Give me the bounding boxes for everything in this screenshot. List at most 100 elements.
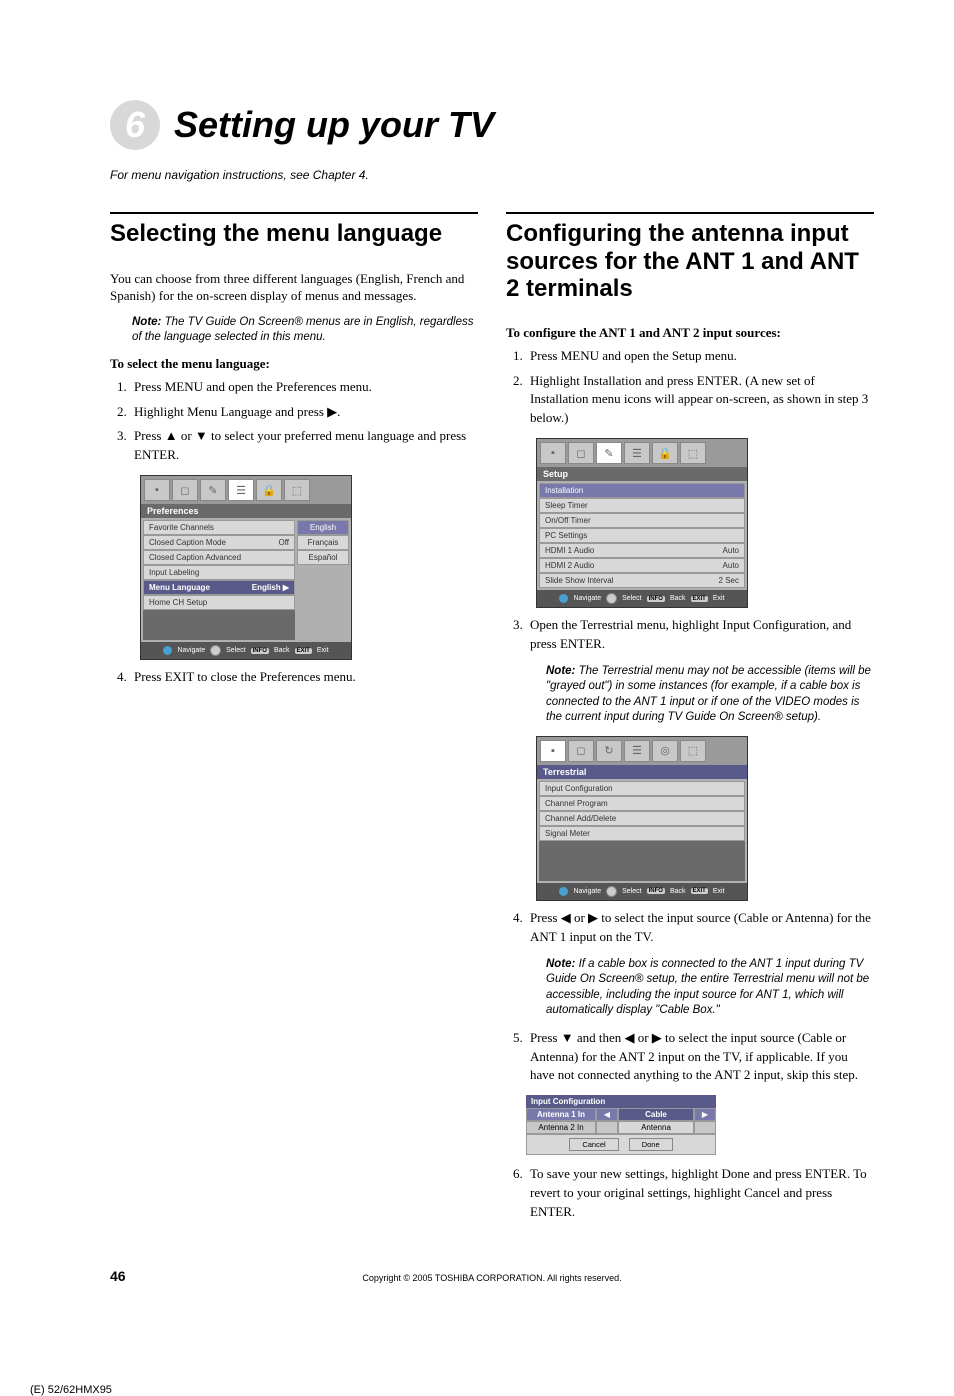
input-configuration-mock: Input Configuration Antenna 1 In ◀ Cable… — [526, 1095, 716, 1155]
note-label: Note: — [546, 665, 575, 677]
steps-left-cont: Press EXIT to close the Preferences menu… — [110, 668, 478, 687]
note-text: The TV Guide On Screen® menus are in Eng… — [132, 316, 474, 344]
menu-tab-icon: ▪ — [144, 479, 170, 501]
menu-tab-icon: ⬚ — [284, 479, 310, 501]
menu-side-options: English Français Español — [297, 520, 349, 640]
menu-tab-icon: ☰ — [624, 740, 650, 762]
menu-list: Installation Sleep Timer On/Off Timer PC… — [539, 483, 745, 588]
steps-right-cont2: Press ◀ or ▶ to select the input source … — [506, 909, 874, 947]
menu-row: Favorite Channels — [143, 520, 295, 535]
menu-tabs: ▪ ◻ ↻ ☰ ◎ ⬚ — [537, 737, 747, 765]
menu-body: Input Configuration Channel Program Chan… — [537, 779, 747, 883]
step-item: Highlight Installation and press ENTER. … — [526, 372, 874, 429]
ic-buttons: Cancel Done — [526, 1134, 716, 1155]
back-key-icon: INFO — [647, 888, 665, 894]
menu-row: Slide Show Interval2 Sec — [539, 573, 745, 588]
steps-right-cont1: Open the Terrestrial menu, highlight Inp… — [506, 616, 874, 654]
note-text: The Terrestrial menu may not be accessib… — [546, 665, 871, 724]
step-item: Open the Terrestrial menu, highlight Inp… — [526, 616, 874, 654]
menu-tab-icon: ▪ — [540, 442, 566, 464]
menu-tabs: ▪ ◻ ✎ ☰ 🔒 ⬚ — [141, 476, 351, 504]
menu-row: Input Labeling — [143, 565, 295, 580]
note-1: Note: The TV Guide On Screen® menus are … — [110, 315, 478, 346]
note-label: Note: — [132, 316, 161, 328]
select-key-icon — [210, 645, 221, 656]
menu-footer: Navigate Select INFOBack EXITExit — [141, 642, 351, 659]
steps-left: Press MENU and open the Preferences menu… — [110, 378, 478, 465]
menu-tab-icon: ✎ — [596, 442, 622, 464]
menu-tab-icon: ☰ — [624, 442, 650, 464]
steps-right-cont3: Press ▼ and then ◀ or ▶ to select the in… — [506, 1029, 874, 1086]
menu-tab-icon: ↻ — [596, 740, 622, 762]
step-item: Press ▼ and then ◀ or ▶ to select the in… — [526, 1029, 874, 1086]
step-item: Press ▲ or ▼ to select your preferred me… — [130, 427, 478, 465]
menu-row: Input Configuration — [539, 781, 745, 796]
nav-key-icon — [559, 887, 568, 896]
step-item: Press MENU and open the Preferences menu… — [130, 378, 478, 397]
step-item: Press EXIT to close the Preferences menu… — [130, 668, 478, 687]
ic-row: Antenna 2 In Antenna — [526, 1121, 716, 1134]
chapter-title: Setting up your TV — [174, 104, 494, 146]
menu-tab-icon: 🔒 — [256, 479, 282, 501]
menu-section-label: Preferences — [141, 504, 351, 518]
step-item: To save your new settings, highlight Don… — [526, 1165, 874, 1222]
menu-row: Home CH Setup — [143, 595, 295, 610]
menu-list: Input Configuration Channel Program Chan… — [539, 781, 745, 881]
menu-terrestrial-screenshot: ▪ ◻ ↻ ☰ ◎ ⬚ Terrestrial Input Configurat… — [536, 736, 748, 901]
exit-key-icon: EXIT — [295, 648, 312, 654]
page-footer: 46 Copyright © 2005 TOSHIBA CORPORATION.… — [110, 1268, 874, 1284]
menu-tab-icon: ▪ — [540, 740, 566, 762]
copyright-text: Copyright © 2005 TOSHIBA CORPORATION. Al… — [240, 1273, 744, 1283]
menu-tab-icon: 🔒 — [652, 442, 678, 464]
intro-text: You can choose from three different lang… — [110, 270, 478, 305]
menu-body: Favorite Channels Closed Caption ModeOff… — [141, 518, 351, 642]
ic-row: Antenna 1 In ◀ Cable ▶ — [526, 1108, 716, 1121]
menu-tab-icon: ◻ — [568, 740, 594, 762]
menu-row: Sleep Timer — [539, 498, 745, 513]
menu-row: HDMI 2 AudioAuto — [539, 558, 745, 573]
menu-body: Installation Sleep Timer On/Off Timer PC… — [537, 481, 747, 590]
exit-key-icon: EXIT — [691, 596, 708, 602]
select-key-icon — [606, 593, 617, 604]
note-4: Note: If a cable box is connected to the… — [506, 957, 874, 1019]
menu-tab-icon: ◎ — [652, 740, 678, 762]
menu-tab-icon: ⬚ — [680, 740, 706, 762]
note-text: If a cable box is connected to the ANT 1… — [546, 958, 869, 1017]
procedure-heading: To configure the ANT 1 and ANT 2 input s… — [506, 325, 874, 341]
left-column: Selecting the menu language You can choo… — [110, 212, 478, 1232]
menu-list: Favorite Channels Closed Caption ModeOff… — [143, 520, 295, 640]
step-item: Press MENU and open the Setup menu. — [526, 347, 874, 366]
page: 6 Setting up your TV For menu navigation… — [0, 0, 954, 1324]
columns: Selecting the menu language You can choo… — [110, 212, 874, 1232]
menu-row: PC Settings — [539, 528, 745, 543]
steps-right-cont4: To save your new settings, highlight Don… — [506, 1165, 874, 1222]
menu-setup-screenshot: ▪ ◻ ✎ ☰ 🔒 ⬚ Setup Installation Sleep Tim… — [536, 438, 748, 608]
menu-empty — [539, 841, 745, 881]
menu-tab-icon: ⬚ — [680, 442, 706, 464]
nav-key-icon — [163, 646, 172, 655]
document-footer: (E) 52/62HMX95 — [0, 1384, 954, 1396]
menu-row: Closed Caption Advanced — [143, 550, 295, 565]
menu-option: English — [297, 520, 349, 535]
menu-row: Closed Caption ModeOff — [143, 535, 295, 550]
menu-tab-icon: ◻ — [172, 479, 198, 501]
step-item: Press ◀ or ▶ to select the input source … — [526, 909, 874, 947]
page-number: 46 — [110, 1268, 240, 1284]
section-title-left: Selecting the menu language — [110, 212, 478, 248]
steps-right: Press MENU and open the Setup menu. High… — [506, 347, 874, 428]
menu-option: Français — [297, 535, 349, 550]
procedure-heading: To select the menu language: — [110, 356, 478, 372]
section-title-right: Configuring the antenna input sources fo… — [506, 212, 874, 303]
menu-footer: Navigate Select INFOBack EXITExit — [537, 590, 747, 607]
menu-section-label: Terrestrial — [537, 765, 747, 779]
menu-section-label: Setup — [537, 467, 747, 481]
menu-row-highlighted: Menu LanguageEnglish ▶ — [143, 580, 295, 595]
menu-footer: Navigate Select INFOBack EXITExit — [537, 883, 747, 900]
chapter-header: 6 Setting up your TV — [110, 100, 874, 150]
select-key-icon — [606, 886, 617, 897]
nav-key-icon — [559, 594, 568, 603]
menu-empty — [143, 610, 295, 640]
chapter-subtitle: For menu navigation instructions, see Ch… — [110, 168, 874, 182]
back-key-icon: INFO — [647, 596, 665, 602]
menu-tab-icon: ◻ — [568, 442, 594, 464]
